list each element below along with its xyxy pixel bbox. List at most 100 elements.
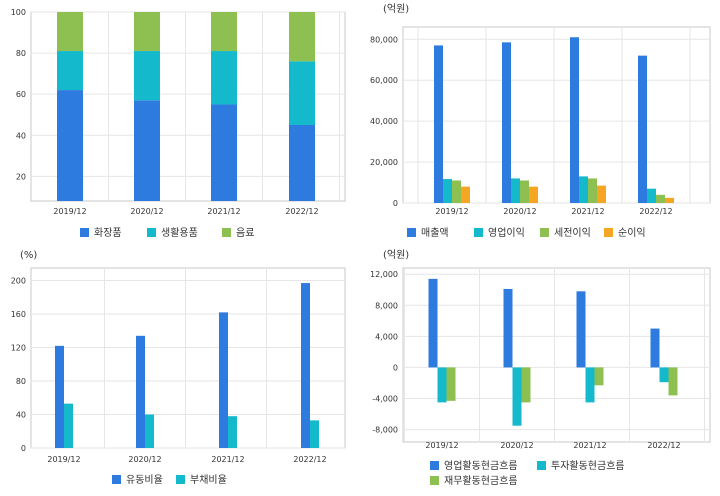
- bar-income-2-3: [656, 194, 665, 203]
- legend-label: 부채비율: [190, 474, 227, 486]
- y-tick-label: 120: [11, 344, 26, 353]
- bar-income-1-1: [511, 178, 520, 203]
- bar-product-mix-1-3: [289, 61, 315, 125]
- bar-cashflow-1-3: [659, 367, 669, 383]
- legend-swatch: [112, 475, 121, 484]
- bar-ratios-0-1: [136, 335, 145, 448]
- bar-ratios-1-0: [64, 403, 73, 448]
- unit-label: (%): [20, 250, 37, 261]
- x-tick-label: 2022/12: [647, 441, 680, 450]
- bar-income-3-1: [529, 186, 538, 203]
- legend-swatch: [222, 228, 231, 237]
- bar-cashflow-1-1: [512, 367, 522, 426]
- x-tick-label: 2022/12: [639, 207, 672, 216]
- legend-swatch: [604, 228, 613, 237]
- bar-product-mix-0-0: [57, 90, 83, 201]
- y-tick-label: 4,000: [375, 332, 398, 341]
- legend-label: 투자활동현금흐름: [551, 459, 625, 472]
- legend-label: 유동비율: [126, 474, 163, 486]
- bar-cashflow-0-2: [576, 291, 586, 368]
- bar-income-0-0: [434, 45, 443, 203]
- y-tick-label: 40,000: [370, 117, 398, 126]
- bar-ratios-1-2: [228, 416, 237, 448]
- x-tick-label: 2020/12: [500, 441, 533, 450]
- bar-cashflow-2-2: [594, 367, 604, 386]
- legend-swatch: [407, 228, 416, 237]
- bar-income-3-2: [597, 185, 606, 203]
- y-tick-label: 160: [11, 310, 26, 319]
- bar-ratios-0-2: [219, 312, 228, 448]
- y-tick-label: 12,000: [370, 270, 398, 279]
- legend-label: 재무활동현금흐름: [444, 474, 518, 487]
- legend-swatch: [540, 228, 549, 237]
- legend-swatch: [537, 461, 546, 470]
- legend-label: 영업활동현금흐름: [444, 459, 518, 472]
- bar-income-0-2: [570, 37, 579, 203]
- bar-income-1-0: [443, 179, 452, 203]
- x-tick-label: 2019/12: [47, 455, 80, 464]
- y-tick-label: 80: [16, 49, 26, 58]
- bar-cashflow-0-1: [503, 288, 513, 368]
- bar-cashflow-1-2: [585, 367, 595, 403]
- bar-cashflow-2-1: [521, 367, 531, 403]
- bar-income-1-2: [579, 176, 588, 203]
- legend-swatch: [430, 461, 439, 470]
- y-tick-label: -8,000: [372, 426, 398, 435]
- y-tick-label: 20: [16, 172, 26, 181]
- bar-cashflow-0-0: [428, 278, 438, 368]
- y-tick-label: -4,000: [372, 395, 398, 404]
- bar-cashflow-1-0: [437, 367, 447, 403]
- y-tick-label: 80,000: [370, 35, 398, 44]
- y-tick-label: 40: [16, 131, 26, 140]
- plot-frame-income: [402, 26, 711, 204]
- legend-label: 생활용품: [161, 226, 198, 239]
- bar-product-mix-2-0: [57, 12, 83, 52]
- legend-label: 순이익: [618, 227, 646, 239]
- bar-product-mix-2-3: [289, 12, 315, 62]
- y-tick-label: 80: [16, 377, 26, 386]
- bar-product-mix-2-1: [134, 12, 160, 52]
- bar-income-3-0: [461, 186, 470, 203]
- legend-swatch: [80, 228, 89, 237]
- y-tick-label: 8,000: [375, 301, 398, 310]
- y-tick-label: 0: [393, 363, 398, 372]
- x-tick-label: 2021/12: [573, 441, 606, 450]
- y-tick-label: 60: [16, 90, 26, 99]
- legend-swatch: [474, 228, 483, 237]
- bar-income-2-1: [520, 180, 529, 203]
- x-tick-label: 2019/12: [435, 207, 468, 216]
- plot-frame-ratios: [30, 267, 346, 449]
- bar-product-mix-1-1: [134, 51, 160, 101]
- y-tick-label: 40: [16, 411, 26, 420]
- x-tick-label: 2021/12: [211, 455, 244, 464]
- x-tick-label: 2022/12: [293, 455, 326, 464]
- x-tick-label: 2022/12: [285, 207, 318, 216]
- x-tick-label: 2019/12: [53, 207, 86, 216]
- legend-label: 매출액: [421, 227, 449, 239]
- bar-ratios-1-1: [145, 414, 154, 448]
- legend-swatch: [147, 228, 156, 237]
- y-tick-label: 60,000: [370, 76, 398, 85]
- bar-product-mix-0-1: [134, 100, 160, 201]
- legend-swatch: [430, 476, 439, 485]
- legend-label: 세전이익: [554, 227, 591, 239]
- bar-ratios-0-0: [55, 345, 64, 448]
- y-tick-label: 0: [21, 444, 26, 453]
- y-tick-label: 0: [393, 199, 398, 208]
- bar-product-mix-1-2: [211, 51, 237, 105]
- x-tick-label: 2021/12: [207, 207, 240, 216]
- bar-income-0-3: [638, 55, 647, 204]
- unit-label: (억원): [383, 3, 409, 15]
- bar-product-mix-0-3: [289, 124, 315, 201]
- x-tick-label: 2021/12: [571, 207, 604, 216]
- bar-income-3-3: [665, 197, 674, 203]
- bar-cashflow-0-3: [650, 328, 660, 368]
- bar-cashflow-2-0: [446, 367, 456, 401]
- bar-income-0-1: [502, 42, 511, 203]
- x-tick-label: 2020/12: [128, 455, 161, 464]
- legend-swatch: [176, 475, 185, 484]
- bar-product-mix-2-2: [211, 12, 237, 52]
- bar-income-2-0: [452, 180, 461, 203]
- bar-product-mix-1-0: [57, 51, 83, 91]
